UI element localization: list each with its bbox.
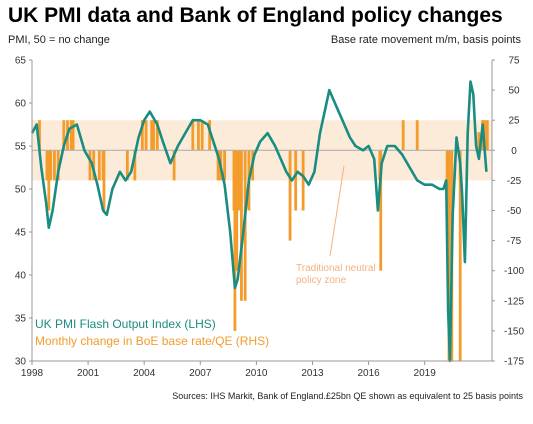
boe-change-bar — [447, 150, 451, 361]
left-tick-label: 65 — [15, 56, 27, 67]
right-axis-caption: Base rate movement m/m, basis points — [330, 34, 521, 46]
left-tick-label: 55 — [15, 142, 27, 153]
boe-change-bar — [288, 150, 292, 241]
boe-change-bar — [458, 150, 462, 361]
boe-change-bar — [301, 150, 305, 211]
boe-change-bar — [45, 150, 49, 181]
boe-change-bar — [53, 150, 56, 181]
boe-change-bar — [92, 150, 96, 181]
chart-title: UK PMI data and Bank of England policy c… — [8, 4, 503, 27]
right-tick-label: -100 — [504, 266, 524, 277]
boe-change-bar — [415, 120, 419, 151]
left-tick-label: 60 — [15, 99, 27, 110]
legend-boe: Monthly change in BoE base rate/QE (RHS) — [35, 334, 269, 348]
boe-change-bar — [485, 120, 489, 151]
right-tick-label: 50 — [508, 86, 520, 97]
boe-change-bar — [49, 150, 53, 181]
neutral-zone-pointer — [329, 165, 345, 257]
boe-change-bar — [236, 150, 240, 211]
right-tick-label: 25 — [508, 116, 520, 127]
legend-pmi: UK PMI Flash Output Index (LHS) — [35, 317, 216, 331]
x-tick-label: 2001 — [77, 368, 100, 379]
left-tick-label: 45 — [15, 228, 27, 239]
boe-change-bar — [240, 150, 243, 301]
x-tick-label: 2013 — [301, 368, 324, 379]
boe-change-bar — [379, 150, 383, 271]
x-tick-label: 2016 — [357, 368, 380, 379]
x-tick-label: 2007 — [189, 368, 212, 379]
left-tick-label: 30 — [15, 357, 27, 368]
boe-change-bar — [38, 120, 41, 151]
x-tick-label: 2019 — [414, 368, 437, 379]
boe-change-bar — [102, 150, 106, 211]
boe-change-bar — [197, 120, 200, 151]
boe-change-bar — [150, 120, 154, 151]
boe-change-bar — [223, 150, 227, 181]
left-tick-label: 35 — [15, 314, 27, 325]
boe-change-bar — [140, 120, 144, 151]
right-tick-label: -150 — [504, 326, 524, 337]
boe-change-bar — [216, 150, 220, 181]
boe-change-bar — [144, 120, 148, 151]
neutral-zone-label: policy zone — [296, 275, 346, 286]
boe-change-bar — [401, 120, 405, 151]
x-tick-label: 2004 — [133, 368, 156, 379]
boe-change-bar — [172, 150, 176, 181]
boe-change-bar — [97, 150, 101, 181]
boe-change-bar — [62, 120, 66, 151]
boe-change-bar — [71, 120, 75, 151]
boe-change-bar — [155, 120, 159, 151]
boe-change-bar — [56, 150, 60, 181]
boe-change-bar — [477, 132, 481, 151]
left-axis-caption: PMI, 50 = no change — [8, 34, 110, 46]
boe-change-bar — [133, 150, 137, 181]
neutral-zone-label: Traditional neutral — [296, 263, 376, 274]
right-tick-label: 75 — [508, 56, 520, 67]
boe-change-bar — [47, 150, 51, 211]
boe-change-bar — [233, 150, 237, 331]
boe-change-bar — [208, 120, 212, 151]
boe-change-bar — [200, 120, 204, 151]
right-tick-label: -125 — [504, 296, 524, 307]
boe-change-bar — [294, 150, 298, 211]
boe-change-bar — [125, 150, 129, 181]
boe-change-bar — [69, 120, 73, 151]
left-tick-label: 40 — [15, 271, 27, 282]
boe-change-bar — [191, 120, 195, 151]
x-tick-label: 1998 — [21, 368, 44, 379]
right-tick-label: -50 — [507, 206, 522, 217]
pmi-line — [30, 80, 488, 363]
x-tick-label: 2010 — [245, 368, 268, 379]
right-tick-label: -75 — [507, 236, 522, 247]
boe-change-bar — [238, 150, 241, 211]
boe-change-bar — [152, 120, 155, 151]
boe-change-bar — [88, 150, 92, 181]
left-tick-label: 50 — [15, 185, 27, 196]
right-tick-label: 0 — [511, 146, 517, 157]
source-note: Sources: IHS Markit, Bank of England.£25… — [172, 391, 523, 401]
right-tick-label: -175 — [504, 357, 524, 368]
right-tick-label: -25 — [507, 176, 522, 187]
